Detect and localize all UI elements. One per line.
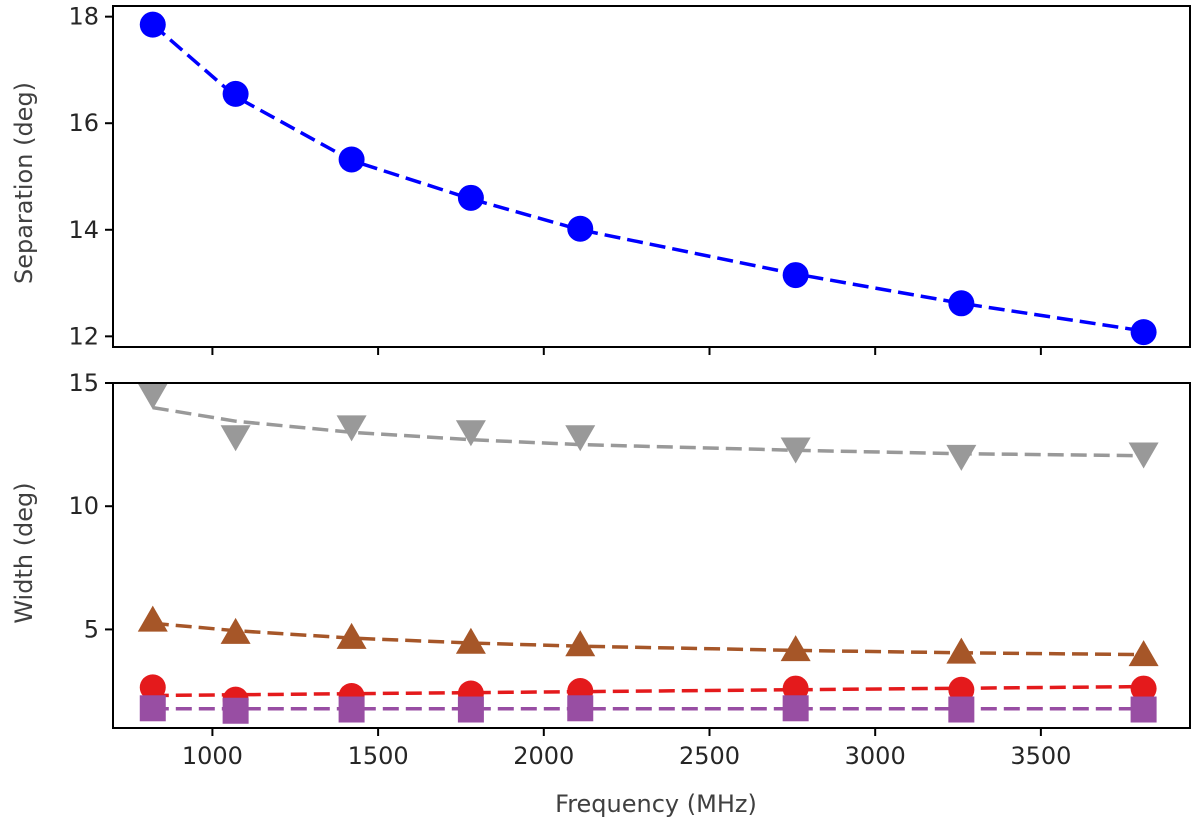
separation-data-point bbox=[338, 146, 365, 173]
purple-data-point bbox=[222, 697, 249, 724]
width-panel: 5 10 15 1000 1500 2000 2500 3000 3500 bbox=[68, 369, 1191, 770]
separation-fit-line bbox=[151, 23, 1144, 333]
brown-data-point bbox=[1128, 640, 1159, 667]
separation-data-point bbox=[457, 184, 484, 211]
y-tick-label: 16 bbox=[68, 109, 99, 137]
brown-fit-line bbox=[152, 621, 1144, 657]
red-data-point bbox=[948, 676, 975, 703]
x-tick-label: 3500 bbox=[1010, 742, 1071, 770]
width-y-axis-label: Width (deg) bbox=[10, 482, 38, 623]
separation-data-point bbox=[1130, 319, 1157, 346]
grey-data-point bbox=[946, 444, 977, 471]
purple-data-point bbox=[338, 696, 365, 723]
red-data-point bbox=[139, 674, 166, 701]
grey-data-point bbox=[336, 415, 367, 442]
x-tick-label: 2000 bbox=[513, 742, 574, 770]
plot-frame bbox=[112, 5, 1191, 348]
red-data-point bbox=[782, 675, 809, 702]
x-tick-label: 3000 bbox=[845, 742, 906, 770]
grey-data-point bbox=[137, 383, 168, 410]
purple-data-point bbox=[782, 695, 809, 722]
x-tick-label: 2500 bbox=[679, 742, 740, 770]
separation-data-point bbox=[782, 262, 809, 289]
grey-data-point bbox=[455, 420, 486, 447]
brown-data-point bbox=[455, 627, 486, 654]
purple-data-point bbox=[457, 696, 484, 723]
purple-data-point bbox=[948, 696, 975, 723]
brown-data-point bbox=[780, 635, 811, 662]
y-tick-label: 5 bbox=[84, 615, 99, 643]
y-tick-label: 14 bbox=[68, 216, 99, 244]
separation-data-point bbox=[948, 290, 975, 317]
separation-data-point bbox=[567, 215, 594, 242]
separation-y-axis-label: Separation (deg) bbox=[10, 82, 38, 284]
y-tick-label: 18 bbox=[68, 3, 99, 31]
y-tick-label: 10 bbox=[68, 492, 99, 520]
red-fit-line bbox=[152, 684, 1144, 698]
brown-data-point bbox=[946, 637, 977, 664]
x-tick-label: 1000 bbox=[182, 742, 243, 770]
purple-data-point bbox=[139, 695, 166, 722]
separation-panel: 12 14 16 18 bbox=[68, 3, 1191, 355]
grey-fit-line bbox=[152, 405, 1144, 458]
grey-data-point bbox=[780, 437, 811, 464]
brown-data-point bbox=[336, 622, 367, 649]
grey-data-point bbox=[220, 425, 251, 452]
purple-data-point bbox=[567, 695, 594, 722]
red-data-point bbox=[1130, 675, 1157, 702]
grey-data-point bbox=[1128, 442, 1159, 469]
y-tick-label: 15 bbox=[68, 369, 99, 397]
purple-data-point bbox=[1130, 696, 1157, 723]
separation-data-point bbox=[139, 11, 166, 38]
x-tick-label: 1500 bbox=[348, 742, 409, 770]
grey-data-point bbox=[565, 425, 596, 452]
brown-data-point bbox=[220, 617, 251, 644]
y-tick-label: 12 bbox=[68, 322, 99, 350]
brown-data-point bbox=[137, 605, 168, 632]
plot-frame bbox=[112, 382, 1191, 729]
brown-data-point bbox=[565, 630, 596, 657]
separation-data-point bbox=[222, 80, 249, 107]
frequency-x-axis-label: Frequency (MHz) bbox=[555, 790, 757, 818]
